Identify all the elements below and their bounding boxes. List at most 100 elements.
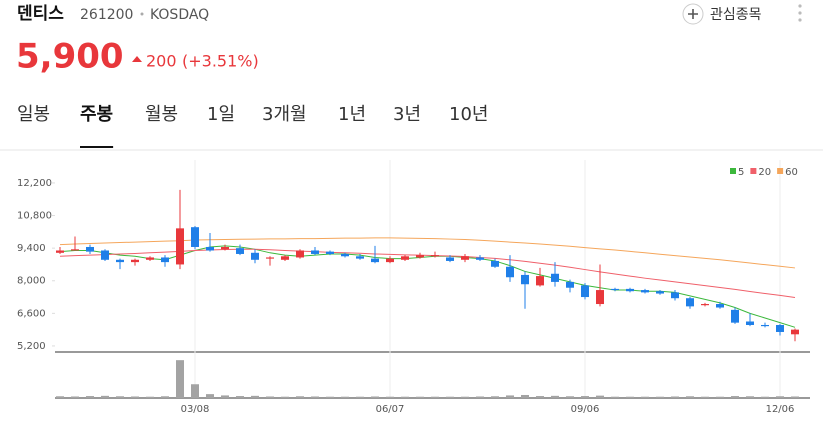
- volume-bar: [641, 396, 649, 398]
- volume-bar: [101, 395, 109, 398]
- tab[interactable]: 3년: [393, 104, 421, 125]
- candle-body: [791, 329, 799, 335]
- x-tick-label: 06/07: [376, 404, 405, 415]
- volume-bar: [251, 395, 259, 398]
- candle-body: [281, 256, 289, 260]
- candle-body: [761, 324, 769, 327]
- tab[interactable]: 1일: [207, 104, 235, 125]
- candle-body: [731, 309, 739, 323]
- tab[interactable]: 3개월: [262, 104, 307, 125]
- candle-body: [776, 324, 784, 332]
- volume-bar: [491, 396, 499, 398]
- volume-bar: [176, 360, 184, 398]
- tabs: 일봉 주봉 월봉 1일 3개월 1년 3년 10년: [17, 104, 488, 148]
- volume-bar: [536, 396, 544, 398]
- volume-bar: [581, 396, 589, 398]
- y-tick-label: 5,200: [17, 341, 46, 352]
- volume-bar: [326, 396, 334, 398]
- moving-average: [59, 245, 796, 328]
- volume-bar: [266, 396, 274, 398]
- tab[interactable]: 일봉: [17, 104, 50, 125]
- candle-body: [326, 251, 334, 254]
- moving-average: [59, 237, 796, 269]
- candle-body: [266, 257, 274, 259]
- x-tick-label: 09/06: [571, 404, 600, 415]
- candle-body: [236, 248, 244, 254]
- candle-body: [461, 256, 469, 260]
- volume-bar: [716, 396, 724, 398]
- volume-bar: [506, 395, 514, 398]
- volume-bar: [191, 384, 199, 398]
- candle-body: [56, 250, 64, 253]
- candle-body: [311, 250, 319, 254]
- change: 200: [146, 52, 177, 71]
- tab[interactable]: 10년: [449, 104, 488, 125]
- candle-body: [86, 246, 94, 252]
- candle-body: [446, 257, 454, 261]
- price: 5,900: [16, 37, 124, 77]
- more-menu[interactable]: [798, 4, 802, 22]
- stock-code: 261200: [80, 7, 133, 23]
- candle-body: [296, 250, 304, 258]
- volume-bar: [311, 396, 319, 398]
- candle-body: [521, 274, 529, 285]
- candle-body: [701, 304, 709, 306]
- candle-body: [671, 292, 679, 299]
- volume-bar: [116, 396, 124, 398]
- volume-bar: [341, 396, 349, 398]
- candle-body: [476, 257, 484, 260]
- candle-body: [101, 250, 109, 260]
- legend-swatch: [730, 168, 736, 174]
- candle-body: [686, 298, 694, 307]
- candle-body: [131, 259, 139, 263]
- volume-bar: [521, 394, 529, 398]
- volume-bar: [296, 396, 304, 398]
- y-tick-label: 10,800: [17, 211, 52, 222]
- volume-bar: [206, 394, 214, 398]
- candle-body: [176, 228, 184, 265]
- candle-body: [356, 256, 364, 259]
- market: KOSDAQ: [150, 7, 209, 23]
- volume-bar: [461, 396, 469, 398]
- candle-body: [146, 257, 154, 260]
- volume-bar: [671, 396, 679, 398]
- stock-name: 덴티스: [17, 4, 64, 24]
- volume-bar: [86, 396, 94, 398]
- candle-body: [71, 249, 79, 251]
- volume-bar: [131, 396, 139, 398]
- legend-swatch: [777, 168, 784, 174]
- candle-body: [416, 255, 424, 258]
- candle-body: [641, 290, 649, 293]
- volume-bar: [791, 396, 799, 398]
- volume-bar: [281, 396, 289, 398]
- candle-body: [341, 253, 349, 257]
- candle-body: [581, 285, 589, 298]
- candle-body: [656, 291, 664, 294]
- volume-bar: [611, 396, 619, 398]
- y-tick-label: 9,400: [17, 243, 46, 254]
- legend-swatch: [750, 168, 757, 174]
- y-tick-label: 12,200: [17, 178, 52, 189]
- legend-label: 20: [758, 167, 771, 178]
- tab[interactable]: 1년: [338, 104, 366, 125]
- y-tick-label: 8,000: [17, 276, 46, 287]
- volume-bar: [401, 396, 409, 398]
- volume-bar: [701, 396, 709, 398]
- chart: 5,200 6,600 8,000 9,400 10,800 12,200 03/08 06/…: [17, 160, 810, 415]
- plus-sign: [688, 9, 698, 19]
- volume-bar: [656, 396, 664, 398]
- candle-body: [386, 258, 394, 263]
- candle-body: [251, 252, 259, 260]
- tab[interactable]: 월봉: [145, 104, 178, 125]
- watch-label: 관심종목: [710, 7, 762, 23]
- volume-bar: [596, 395, 604, 398]
- y-tick-label: 6,600: [17, 308, 46, 319]
- candle-body: [536, 276, 544, 286]
- volume-bar: [221, 395, 229, 398]
- candle-body: [401, 256, 409, 260]
- watch-button[interactable]: 관심종목: [682, 3, 762, 25]
- tab[interactable]: 주봉: [80, 104, 113, 125]
- legend-label: 5: [738, 167, 744, 178]
